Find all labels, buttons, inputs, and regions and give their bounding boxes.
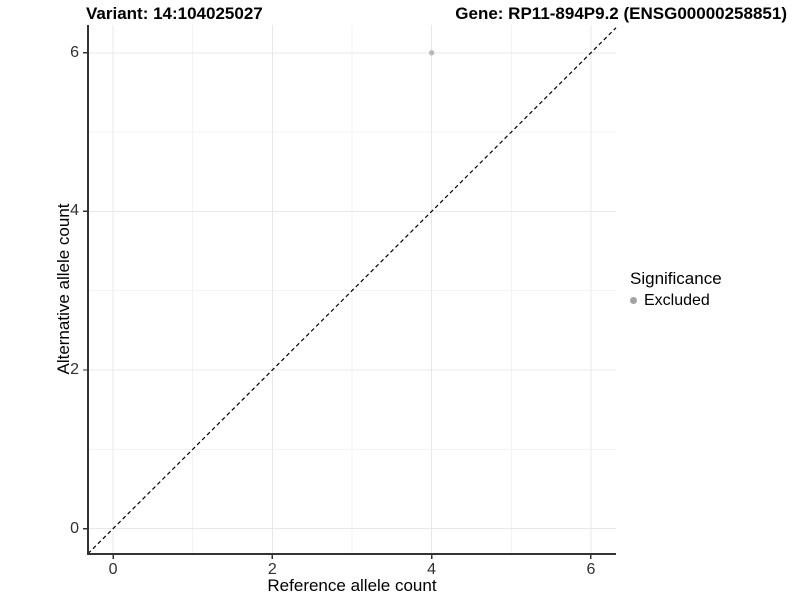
y-axis-title: Alternative allele count [54,203,73,375]
legend-item-label: Excluded [644,292,710,309]
legend-item-excluded: Excluded [630,290,722,311]
variant-title: Variant: 14:104025027 [86,4,263,23]
gene-title: Gene: RP11-894P9.2 (ENSG00000258851) [455,4,787,23]
legend-title: Significance [630,269,722,288]
x-tick-label: 2 [267,561,277,578]
y-tick-label: 4 [70,202,79,220]
y-tick-label: 2 [70,361,79,378]
x-axis-title: Reference allele count [267,576,437,595]
x-tick-label: 6 [586,561,596,578]
y-tick-label: 6 [70,43,79,61]
x-tick-label: 4 [427,561,437,578]
identity-reference-line [87,27,617,555]
legend-point-icon [630,297,637,304]
y-tick-label: 0 [70,519,79,537]
data-point [428,50,435,56]
legend: Significance Excluded [630,268,722,311]
x-tick-label: 0 [108,561,118,578]
